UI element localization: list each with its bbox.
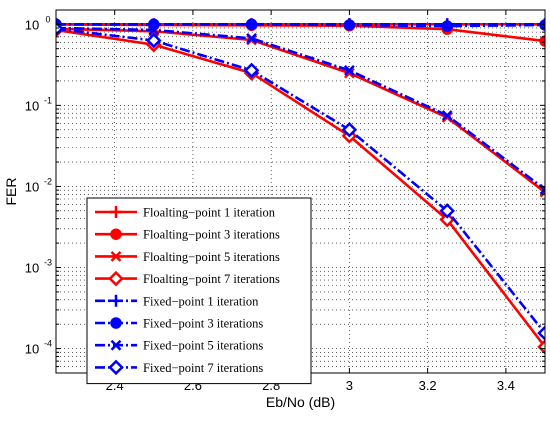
y-tick-exponent: 0 bbox=[45, 14, 50, 24]
legend-item: Fixed−point 3 iterations bbox=[95, 317, 263, 331]
legend-item: Fixed−point 1 iteration bbox=[95, 294, 259, 308]
x-tick-label: 3.4 bbox=[497, 378, 515, 393]
y-tick-exponent: -4 bbox=[44, 339, 52, 349]
legend-marker bbox=[108, 359, 124, 376]
legend-item: Fixed−point 5 iterations bbox=[95, 339, 263, 353]
data-point bbox=[537, 325, 545, 341]
data-point bbox=[341, 121, 358, 138]
data-point bbox=[539, 19, 545, 31]
legend-marker bbox=[110, 294, 122, 307]
x-axis-label: Eb/No (dB) bbox=[266, 394, 335, 410]
y-axis-label: FER bbox=[3, 178, 19, 206]
y-tick-exponent: -3 bbox=[44, 258, 52, 268]
data-point bbox=[441, 20, 453, 32]
legend: Floalting−point 1 iteration Floalting−poi… bbox=[86, 197, 312, 385]
series-area bbox=[56, 18, 545, 355]
legend-label: Fixed−point 5 iterations bbox=[143, 339, 263, 353]
legend-item: Floalting−point 3 iterations bbox=[95, 228, 280, 242]
legend-label: Fixed−point 1 iteration bbox=[143, 294, 259, 308]
legend-box bbox=[86, 197, 312, 385]
series-line bbox=[56, 22, 545, 28]
data-point bbox=[539, 35, 545, 47]
legend-label: Floalting−point 1 iteration bbox=[143, 206, 276, 220]
y-tick-label: 10 bbox=[25, 17, 39, 32]
x-tick-label: 3 bbox=[346, 378, 353, 393]
series-line bbox=[56, 27, 545, 334]
data-point bbox=[245, 18, 258, 31]
data-point bbox=[344, 64, 355, 76]
legend-item: Floalting−point 5 iterations bbox=[95, 250, 280, 264]
y-tick-label: 10 bbox=[25, 98, 39, 113]
legend-label: Fixed−point 3 iterations bbox=[143, 317, 263, 331]
legend-label: Floalting−point 3 iterations bbox=[143, 228, 280, 242]
data-point bbox=[243, 62, 260, 79]
x-tick-label: 3.2 bbox=[419, 378, 437, 393]
data-point bbox=[539, 186, 545, 198]
y-tick-label: 10 bbox=[25, 342, 39, 357]
data-point bbox=[146, 32, 162, 49]
legend-marker bbox=[110, 228, 122, 240]
data-point bbox=[439, 211, 455, 228]
series-6 bbox=[56, 18, 545, 32]
legend-label: Floalting−point 7 iterations bbox=[143, 272, 280, 286]
series-line bbox=[56, 26, 545, 191]
y-tick-exponent: -2 bbox=[44, 176, 52, 186]
legend-item: Fixed−point 7 iterations bbox=[95, 359, 263, 376]
legend-item: Floalting−point 7 iterations bbox=[95, 270, 280, 287]
data-point bbox=[246, 32, 257, 44]
legend-marker bbox=[110, 317, 122, 329]
legend-marker bbox=[110, 206, 122, 218]
series-8 bbox=[56, 21, 545, 341]
legend-label: Floalting−point 5 iterations bbox=[143, 250, 280, 264]
legend-marker bbox=[108, 270, 124, 287]
y-tick-exponent: -1 bbox=[44, 95, 52, 105]
series-line bbox=[56, 28, 545, 348]
data-point bbox=[343, 19, 356, 31]
legend-marker bbox=[110, 251, 122, 262]
legend-marker bbox=[110, 339, 122, 351]
legend-label: Fixed−point 7 iterations bbox=[143, 361, 263, 375]
data-point bbox=[439, 203, 455, 219]
legend-item: Floalting−point 1 iteration bbox=[95, 206, 276, 220]
y-tick-label: 10 bbox=[25, 179, 39, 194]
data-point bbox=[148, 24, 160, 36]
y-tick-label: 10 bbox=[25, 261, 39, 276]
data-point bbox=[441, 110, 453, 121]
data-point bbox=[537, 339, 545, 355]
